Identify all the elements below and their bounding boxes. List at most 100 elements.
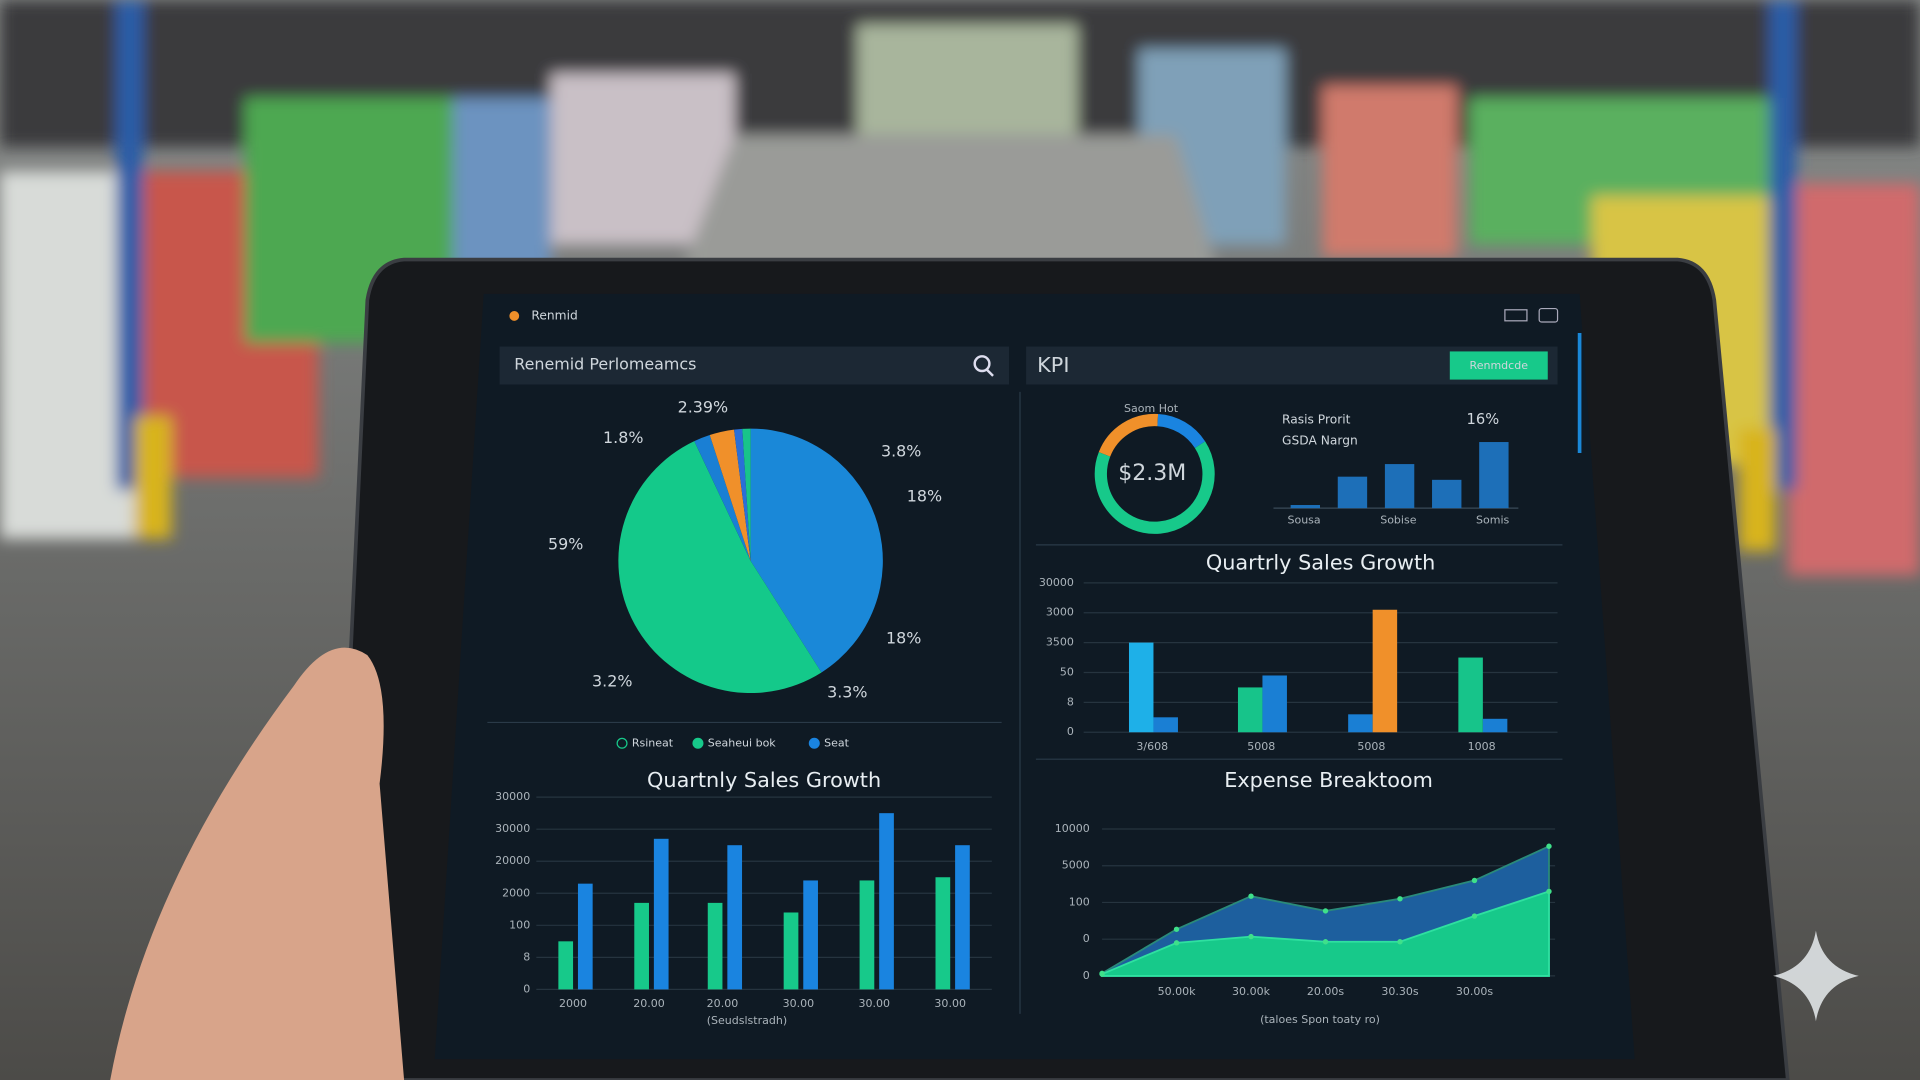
mini-bar <box>1479 442 1509 509</box>
search-bar[interactable] <box>499 346 1009 385</box>
bar <box>1128 642 1154 733</box>
legend-label: Seat <box>824 736 850 749</box>
app-name: Renmid <box>531 308 577 322</box>
pie-slice <box>618 441 822 694</box>
area-point <box>1099 971 1105 977</box>
bar <box>634 902 649 990</box>
x-tick-label: Somis <box>1476 513 1510 526</box>
y-tick-label: 30000 <box>1039 576 1074 589</box>
legend-label: Rsineat <box>632 736 674 749</box>
pie-callout: 3.2% <box>592 672 632 691</box>
kpi-button[interactable] <box>1449 351 1548 380</box>
pie-callout: 3.8% <box>881 441 921 460</box>
pie-callout: 59% <box>548 534 583 553</box>
mini-bar <box>1337 476 1368 509</box>
chart-title: Quartrly Sales Growth <box>1206 550 1436 574</box>
x-tick-label: Sousa <box>1287 513 1320 526</box>
x-tick-label: Sobise <box>1380 513 1417 526</box>
area-point <box>1397 939 1403 945</box>
area-point <box>1546 843 1552 849</box>
chart-title: Expense Breaktoom <box>1224 768 1433 792</box>
chart-title: Quartnly Sales Growth <box>647 768 881 792</box>
y-tick-label: 30000 <box>495 790 530 803</box>
x-tick-label: 2000 <box>559 997 587 1010</box>
y-tick-label: 2000 <box>502 886 530 899</box>
mini-bar <box>1384 464 1415 509</box>
x-tick-label: 30.00 <box>934 997 966 1010</box>
pie-callout: 2.39% <box>678 397 729 416</box>
bar <box>935 877 951 990</box>
bar <box>1372 609 1398 733</box>
pie-slice <box>742 428 751 561</box>
bar <box>803 880 818 990</box>
hand <box>110 647 405 1080</box>
kpi-button-label: Renmdcde <box>1470 359 1529 372</box>
x-tick-label: 30.00s <box>1456 985 1494 998</box>
pie-slice <box>709 429 751 561</box>
y-tick-label: 0 <box>1083 969 1090 982</box>
battery-icon <box>1504 309 1528 322</box>
bar <box>653 838 669 990</box>
x-tick-label: 20.00 <box>707 997 739 1010</box>
y-tick-label: 0 <box>1067 725 1074 738</box>
bar <box>1482 718 1508 733</box>
chart-caption: (taloes Spon toaty ro) <box>1260 1013 1380 1026</box>
search-icon[interactable] <box>973 355 994 377</box>
x-tick-label: 3/608 <box>1136 740 1168 753</box>
pie-callout: 18% <box>907 487 942 506</box>
donut-segment <box>1094 441 1215 534</box>
bar <box>577 883 593 990</box>
area-point <box>1471 877 1478 884</box>
mini-bar <box>1432 479 1462 509</box>
y-tick-label: 100 <box>1069 895 1090 908</box>
x-tick-label: 50.00k <box>1158 985 1197 998</box>
y-tick-label: 30000 <box>495 822 530 835</box>
pie-callout: 3.3% <box>827 683 867 702</box>
area-point <box>1173 940 1180 946</box>
bar <box>1153 717 1178 733</box>
area-point <box>1322 939 1329 945</box>
donut-segment <box>1098 413 1159 457</box>
screen-icon <box>1538 307 1559 323</box>
y-tick-label: 8 <box>523 950 530 963</box>
pie-slice <box>734 428 751 561</box>
bar <box>707 902 723 990</box>
y-tick-label: 50 <box>1060 665 1074 678</box>
sparkle-icon <box>1773 930 1859 1022</box>
y-tick-label: 8 <box>1067 695 1074 708</box>
legend-swatch <box>808 737 820 749</box>
bar <box>727 845 743 990</box>
mini-legend-label: GSDA Nargn <box>1282 433 1358 447</box>
bar <box>879 813 894 990</box>
chart-caption: (Seudslstradh) <box>707 1014 787 1027</box>
y-tick-label: 3500 <box>1046 636 1074 649</box>
bar <box>1458 657 1483 733</box>
x-tick-label: 30.00k <box>1232 985 1271 998</box>
area <box>1101 890 1550 977</box>
bar <box>783 912 799 990</box>
bar <box>1348 714 1373 733</box>
x-tick-label: 20.00s <box>1307 985 1345 998</box>
search-title: Renemid Perlomeamcs <box>514 354 696 373</box>
area-point <box>1248 893 1254 899</box>
donut-label: Saom Hot <box>1124 402 1179 415</box>
mini-bar <box>1290 505 1320 509</box>
x-tick-label: 30.00 <box>859 997 891 1010</box>
legend-swatch <box>616 737 628 749</box>
bar <box>1237 687 1263 733</box>
y-tick-label: 0 <box>1083 932 1090 945</box>
legend-label: Seaheui bok <box>708 736 777 749</box>
mini-highlight: 16% <box>1467 411 1500 428</box>
y-tick-label: 5000 <box>1062 859 1090 872</box>
area-point <box>1546 888 1552 895</box>
y-tick-label: 3000 <box>1046 606 1074 619</box>
kpi-header: KPI <box>1037 353 1069 377</box>
status-bar: Renmid <box>509 307 1559 323</box>
x-tick-label: 20.00 <box>633 997 665 1010</box>
legend-swatch <box>692 737 704 749</box>
bar <box>859 880 875 990</box>
pie-callout: 1.8% <box>603 428 643 447</box>
x-tick-label: 5008 <box>1357 740 1385 753</box>
y-tick-label: 10000 <box>1055 822 1090 835</box>
